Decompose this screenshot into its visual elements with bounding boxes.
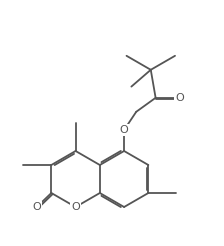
Text: O: O: [175, 93, 184, 103]
Text: O: O: [32, 202, 41, 212]
Text: O: O: [71, 202, 80, 212]
Text: O: O: [120, 125, 129, 135]
